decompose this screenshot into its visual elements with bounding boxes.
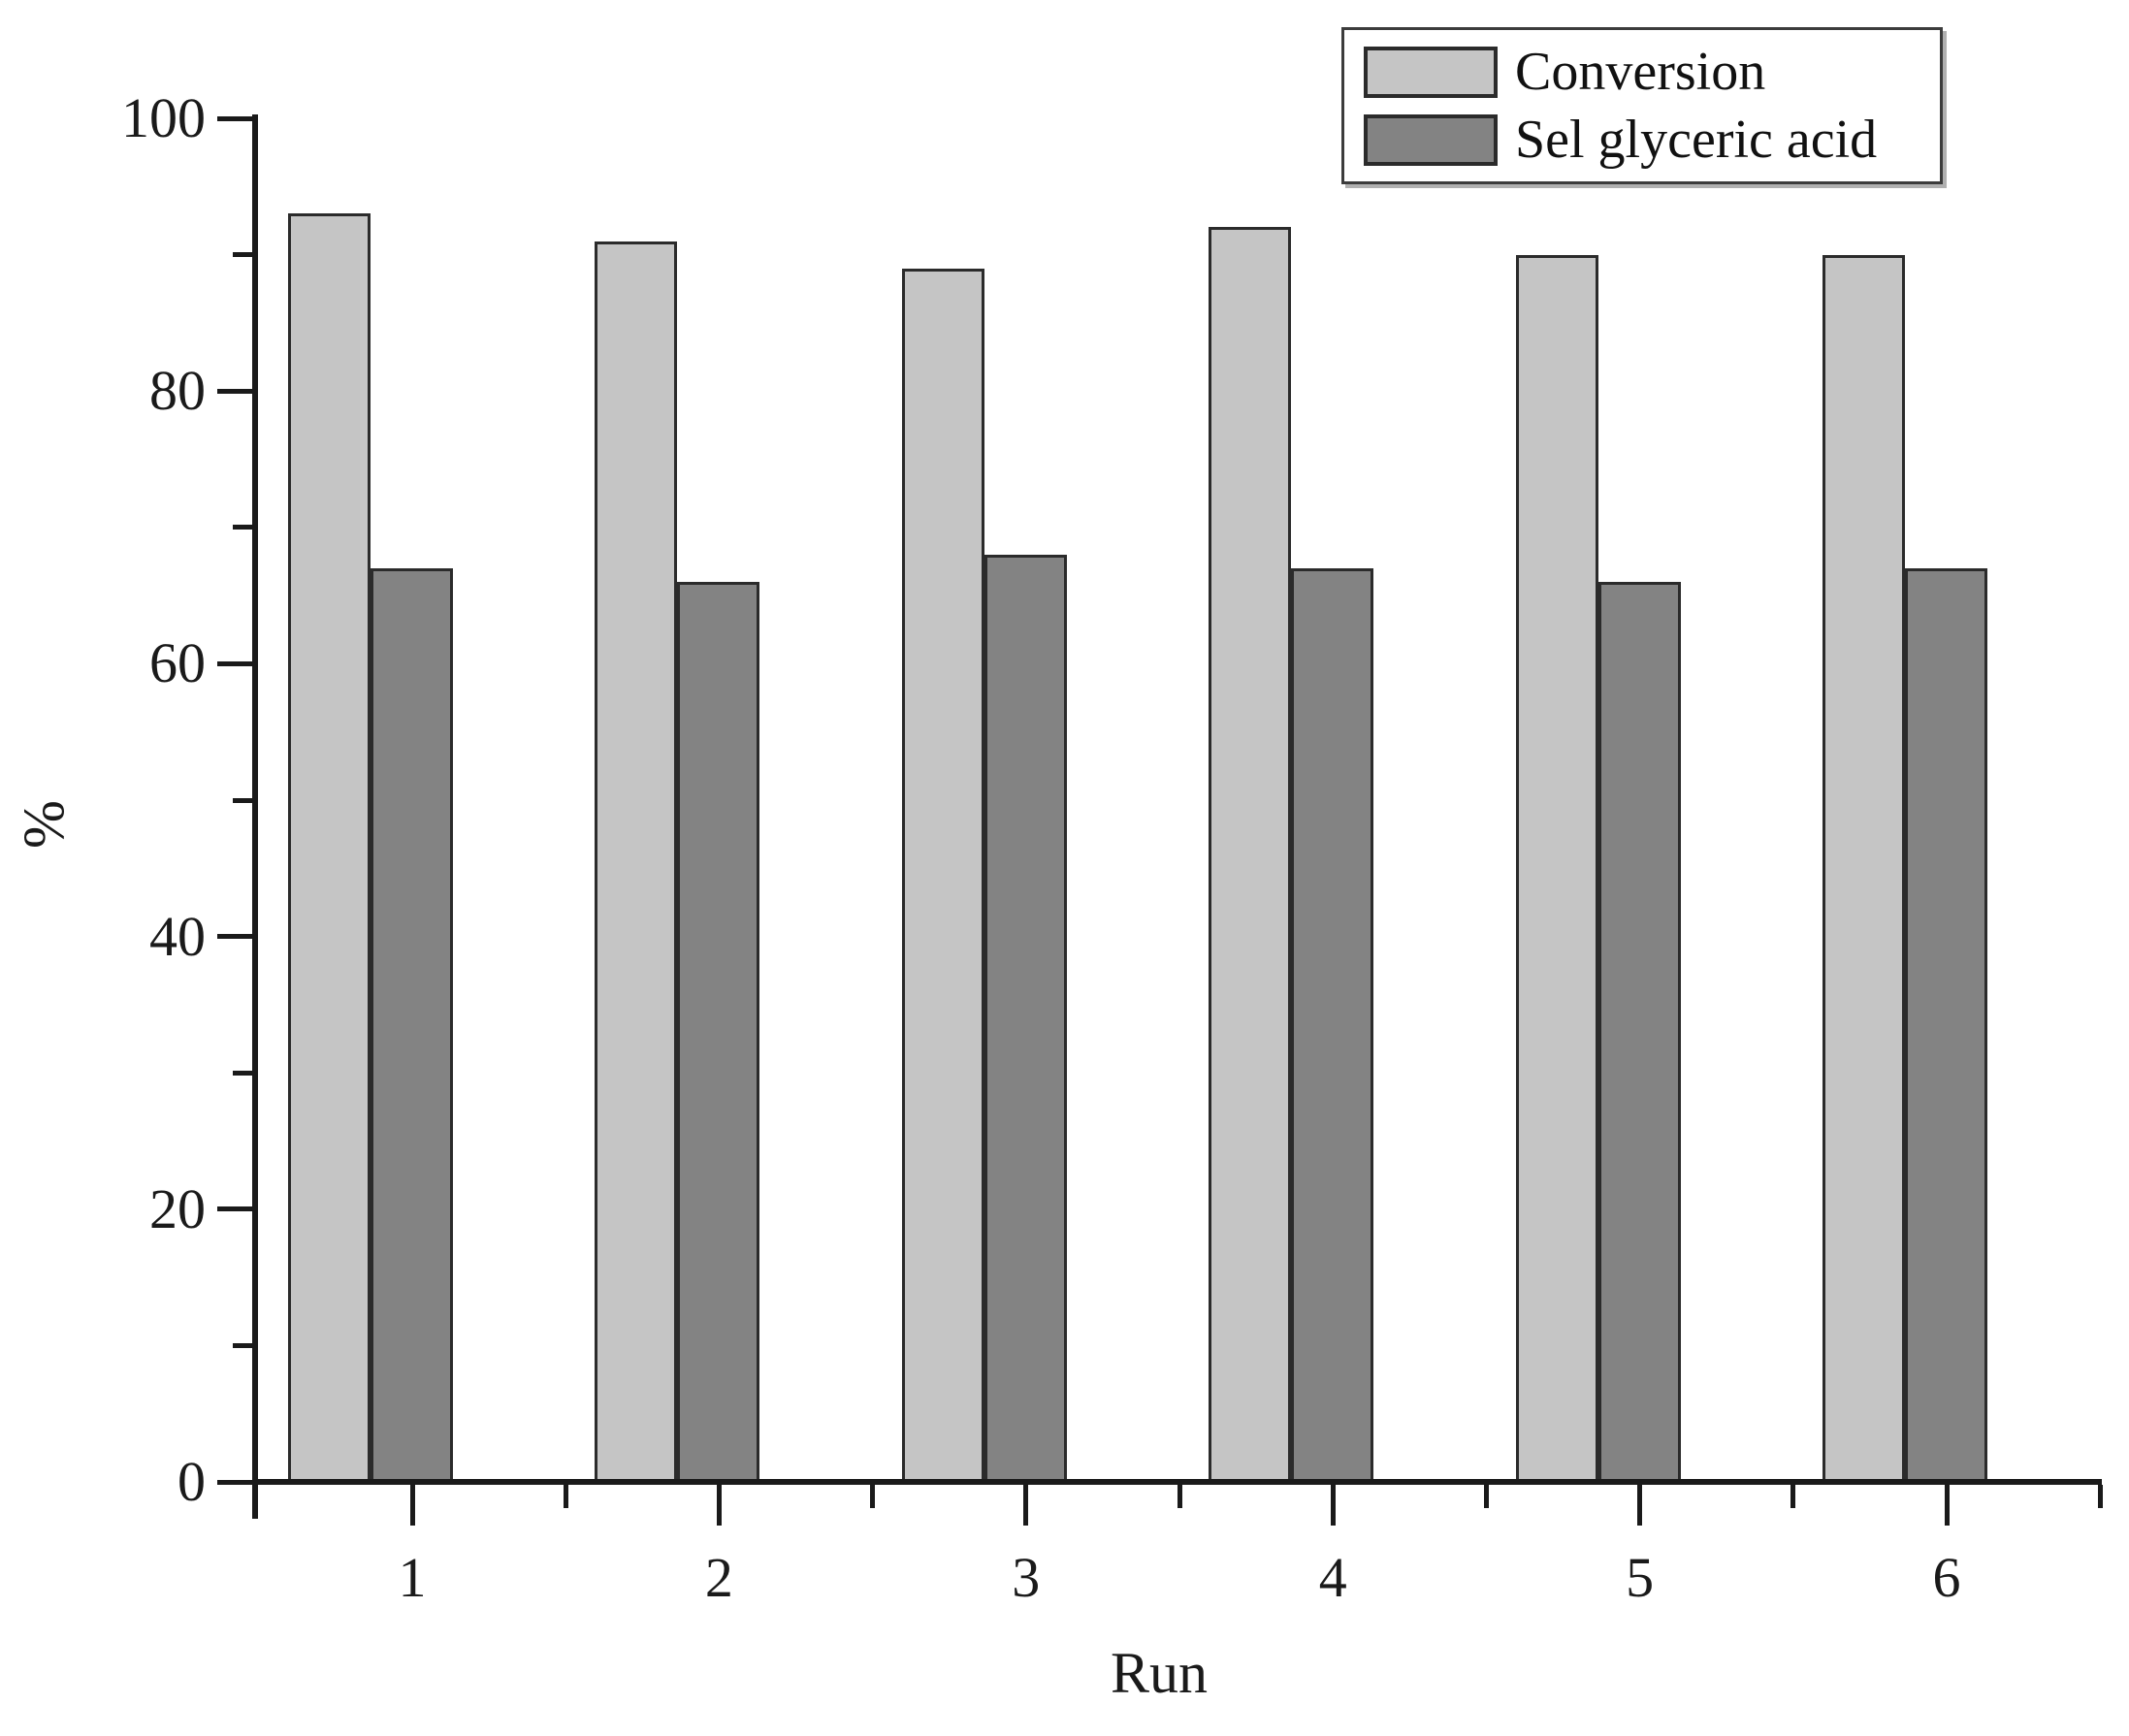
y-tick-label: 60 xyxy=(149,631,206,695)
bar-conversion-run-5 xyxy=(1515,254,1598,1485)
legend-row-sel-glyceric-acid: Sel glyceric acid xyxy=(1364,113,1940,167)
x-tick-label: 3 xyxy=(1012,1546,1041,1609)
bar-sel-glyceric-acid-run-6 xyxy=(1905,567,1987,1485)
y-minor-tick xyxy=(233,525,252,530)
x-major-tick xyxy=(1637,1485,1643,1526)
y-major-tick xyxy=(217,660,252,666)
y-major-tick xyxy=(217,934,252,940)
bar-conversion-run-2 xyxy=(595,241,678,1485)
x-tick-label: 6 xyxy=(1932,1546,1961,1609)
x-tick-label: 5 xyxy=(1626,1546,1655,1609)
legend-label-conversion: Conversion xyxy=(1515,42,1766,102)
y-minor-tick xyxy=(233,1070,252,1076)
x-minor-tick xyxy=(1790,1485,1796,1508)
x-minor-tick xyxy=(563,1485,568,1508)
x-axis-line xyxy=(252,1479,2102,1485)
bar-sel-glyceric-acid-run-2 xyxy=(677,582,760,1485)
y-tick-label: 40 xyxy=(149,904,206,968)
bar-sel-glyceric-acid-run-1 xyxy=(371,567,453,1485)
bar-sel-glyceric-acid-run-5 xyxy=(1597,582,1681,1485)
y-tick-label: 80 xyxy=(149,359,206,423)
x-minor-tick xyxy=(2097,1485,2103,1508)
legend-swatch-sel-glyceric-acid xyxy=(1364,113,1498,166)
x-major-tick xyxy=(1023,1485,1029,1526)
legend-box: Conversion Sel glyceric acid xyxy=(1341,27,1943,184)
x-minor-tick xyxy=(1483,1485,1489,1508)
x-tick-label: 4 xyxy=(1318,1546,1347,1609)
x-axis-title: Run xyxy=(1111,1641,1209,1705)
legend-row-conversion: Conversion xyxy=(1364,45,1940,99)
y-major-tick xyxy=(217,1206,252,1212)
bar-sel-glyceric-acid-run-3 xyxy=(984,554,1067,1485)
bar-conversion-run-6 xyxy=(1823,254,1905,1485)
y-major-tick xyxy=(217,115,252,121)
x-major-tick xyxy=(1944,1485,1950,1526)
y-minor-tick xyxy=(233,252,252,258)
bar-sel-glyceric-acid-run-4 xyxy=(1291,567,1374,1485)
x-tick-label: 2 xyxy=(704,1546,733,1609)
y-tick-label: 20 xyxy=(149,1176,206,1240)
bar-conversion-run-3 xyxy=(901,268,984,1485)
x-tick-label: 1 xyxy=(398,1546,427,1609)
bar-conversion-run-4 xyxy=(1209,227,1292,1485)
legend-label-sel-glyceric-acid: Sel glyceric acid xyxy=(1515,110,1878,170)
x-major-tick xyxy=(1330,1485,1336,1526)
legend-swatch-conversion xyxy=(1364,46,1498,98)
x-minor-tick xyxy=(1177,1485,1182,1508)
y-major-tick xyxy=(217,1479,252,1485)
y-tick-label: 100 xyxy=(121,86,206,149)
x-minor-tick xyxy=(870,1485,876,1508)
y-major-tick xyxy=(217,388,252,394)
y-axis-line xyxy=(252,114,258,1519)
y-axis-title: % xyxy=(11,800,76,849)
x-major-tick xyxy=(716,1485,722,1526)
bar-conversion-run-1 xyxy=(288,213,371,1485)
y-minor-tick xyxy=(233,797,252,803)
y-tick-label: 0 xyxy=(177,1450,206,1513)
x-major-tick xyxy=(409,1485,415,1526)
y-minor-tick xyxy=(233,1342,252,1348)
